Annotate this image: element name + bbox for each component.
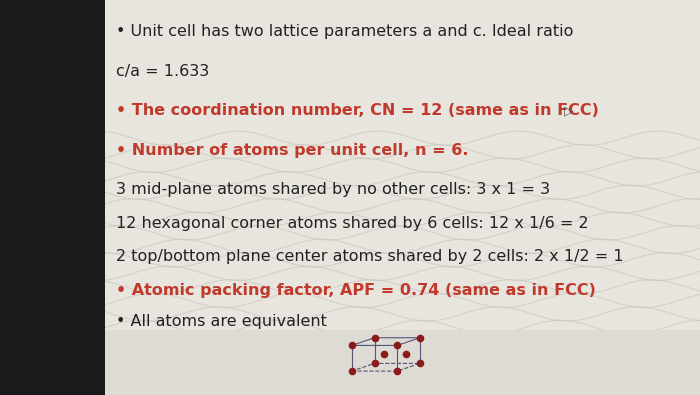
Text: • Atomic packing factor, APF = 0.74 (same as in FCC): • Atomic packing factor, APF = 0.74 (sam… — [116, 283, 596, 298]
Text: 2 top/bottom plane center atoms shared by 2 cells: 2 x 1/2 = 1: 2 top/bottom plane center atoms shared b… — [116, 249, 623, 264]
Text: • The coordination number, CN = 12 (same as in FCC): • The coordination number, CN = 12 (same… — [116, 103, 598, 118]
Bar — [98, 330, 700, 395]
Text: ▷: ▷ — [564, 104, 573, 117]
Text: • Unit cell has two lattice parameters a and c. Ideal ratio: • Unit cell has two lattice parameters a… — [116, 24, 573, 39]
Bar — [0, 0, 105, 395]
Text: 3 mid-plane atoms shared by no other cells: 3 x 1 = 3: 3 mid-plane atoms shared by no other cel… — [116, 182, 550, 197]
Text: • All atoms are equivalent: • All atoms are equivalent — [116, 314, 326, 329]
Text: • Number of atoms per unit cell, n = 6.: • Number of atoms per unit cell, n = 6. — [116, 143, 468, 158]
Text: 12 hexagonal corner atoms shared by 6 cells: 12 x 1/6 = 2: 12 hexagonal corner atoms shared by 6 ce… — [116, 216, 588, 231]
Text: c/a = 1.633: c/a = 1.633 — [116, 64, 209, 79]
